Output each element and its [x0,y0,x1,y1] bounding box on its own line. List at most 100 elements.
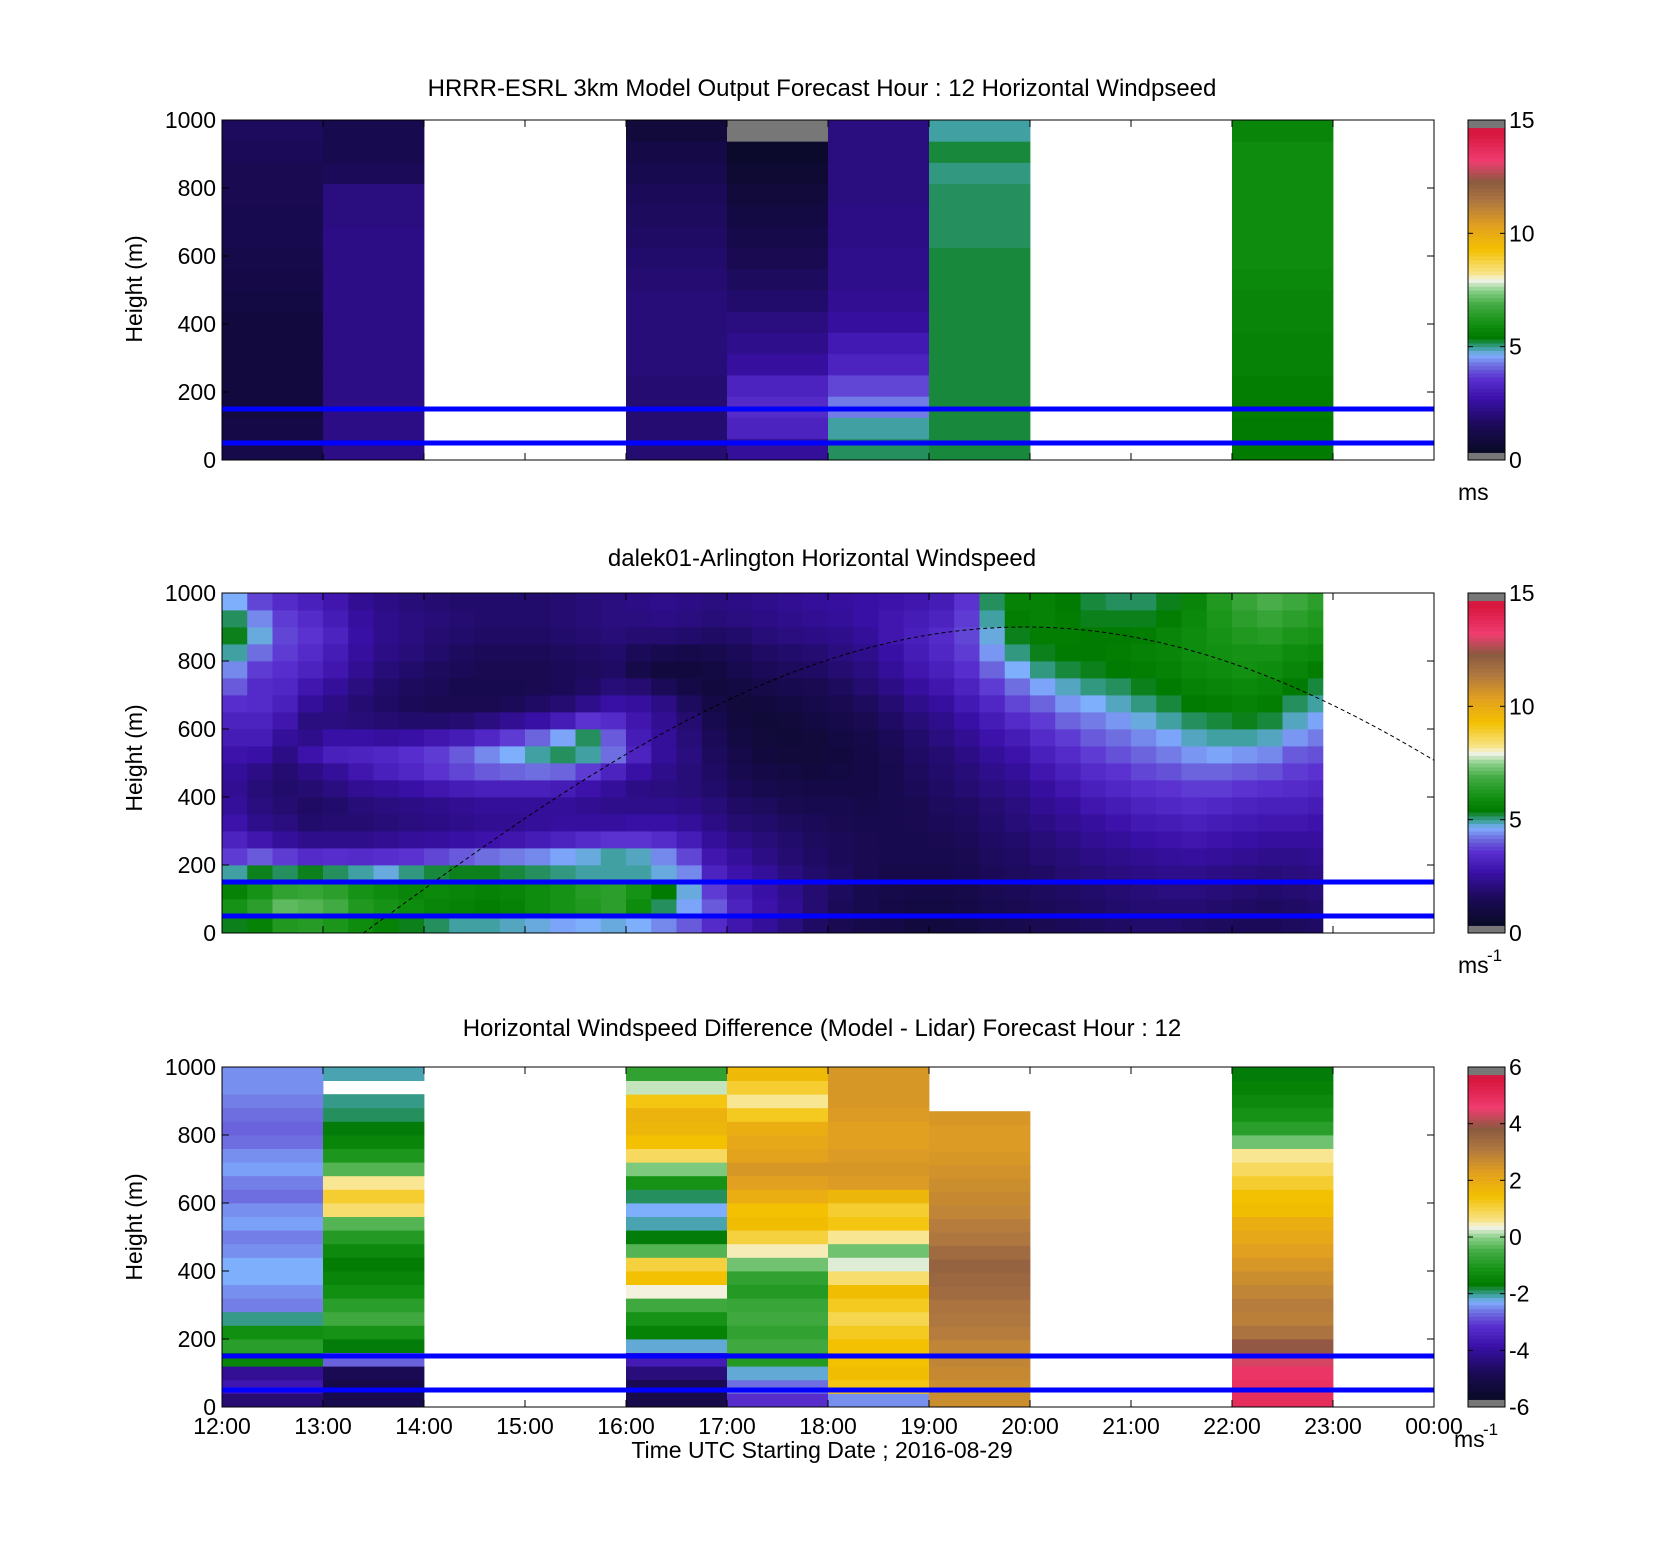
x-tick-label: 12:00 [193,1413,251,1439]
heatmap-cell [626,712,652,730]
heatmap-cell [1282,729,1309,747]
heatmap-cell [1232,1162,1334,1177]
heatmap-cell [1257,746,1283,764]
heatmap-cell [802,627,829,645]
heatmap-cell [1257,865,1283,883]
colorbar-segment [1468,823,1505,828]
colorbar-segment [1468,127,1505,132]
heatmap-cell [323,1243,425,1258]
heatmap-cell [1181,610,1208,628]
heatmap-cell [323,1216,425,1231]
colorbar-segment [1468,1248,1505,1253]
heatmap-cell [979,831,1006,849]
heatmap-cell [777,780,804,798]
panel-2-axes: 0 200 400 600 800 1000 [165,580,1435,946]
heatmap-cell [752,746,778,764]
heatmap-cell [348,882,374,900]
colorbar-segment [1468,634,1505,639]
colorbar-segment [1468,1403,1505,1408]
heatmap-cell [802,814,829,832]
heatmap-cell [626,1230,728,1245]
heatmap-cell [323,1175,425,1190]
heatmap-cell [651,899,677,917]
heatmap-cell [600,865,627,883]
heatmap-cell [323,1366,425,1381]
colorbar-segment [1468,123,1505,129]
heatmap-cell [424,644,450,662]
heatmap-cell [777,848,804,866]
colorbar-segment [1468,676,1505,681]
heatmap-cell [1131,865,1157,883]
colorbar-segment [1468,740,1505,745]
colorbar-tick-label: 2 [1509,1167,1522,1193]
heatmap-cell [853,695,879,713]
heatmap-cell [525,678,551,696]
heatmap-cell [1181,882,1208,900]
heatmap-cell [802,695,829,713]
heatmap-cell [1105,780,1132,798]
heatmap-cell [499,814,526,832]
heatmap-cell [550,780,576,798]
colorbar-segment [1468,206,1505,212]
colorbar-segment [1468,679,1505,685]
heatmap-cell [954,661,980,679]
heatmap-cell [525,763,551,781]
colorbar-segment [1468,1233,1505,1238]
heatmap-cell [272,848,299,866]
colorbar-segment [1468,1286,1505,1291]
heatmap-cell [828,916,854,934]
heatmap-cell [1232,1366,1334,1381]
heatmap-cell [1156,661,1182,679]
colorbar-segment [1468,331,1505,336]
colorbar-unit: ms [1458,479,1489,505]
heatmap-cell [752,729,778,747]
heatmap-cell [323,226,425,248]
colorbar-segment [1468,868,1505,874]
heatmap-cell [929,120,1031,142]
heatmap-cell [1105,797,1132,815]
y-tick-label: 400 [178,784,216,810]
colorbar-segment [1468,1165,1505,1170]
heatmap-cell [903,780,930,798]
heatmap-cell [802,746,829,764]
heatmap-cell [550,814,576,832]
colorbar-segment [1468,422,1505,427]
heatmap-cell [777,661,804,679]
heatmap-cell [525,610,551,628]
heatmap-cell [1030,695,1056,713]
heatmap-cell [828,678,854,696]
heatmap-cell [651,848,677,866]
heatmap-cell [727,162,829,185]
colorbar-segment [1468,1070,1505,1076]
colorbar-segment [1468,1161,1505,1166]
colorbar-segment [1468,1089,1505,1094]
heatmap-cell [979,627,1006,645]
heatmap-cell [1232,1121,1334,1136]
heatmap-cell [626,1094,728,1109]
heatmap-cell [1307,729,1324,747]
colorbar-segment [1468,342,1505,348]
heatmap-cell [499,899,526,917]
heatmap-cell [247,848,273,866]
heatmap-cell [247,763,273,781]
y-tick-label: 400 [178,1258,216,1284]
heatmap-cell [449,814,475,832]
heatmap-cell [828,865,854,883]
heatmap-cell [1257,593,1283,611]
colorbar-segment [1468,429,1505,435]
heatmap-cell [929,247,1031,270]
colorbar-segment [1468,365,1505,370]
heatmap-cell [903,882,930,900]
heatmap-cell [1131,712,1157,730]
heatmap-cell [600,763,627,781]
heatmap-cell [1257,610,1283,628]
heatmap-cell [348,678,374,696]
heatmap-cell [1282,695,1309,713]
heatmap-cell [903,712,930,730]
heatmap-cell [550,916,576,934]
heatmap-cell [348,746,374,764]
heatmap-cell [424,712,450,730]
heatmap-cell [929,1164,1031,1179]
heatmap-cell [651,865,677,883]
heatmap-cell [1232,375,1334,397]
